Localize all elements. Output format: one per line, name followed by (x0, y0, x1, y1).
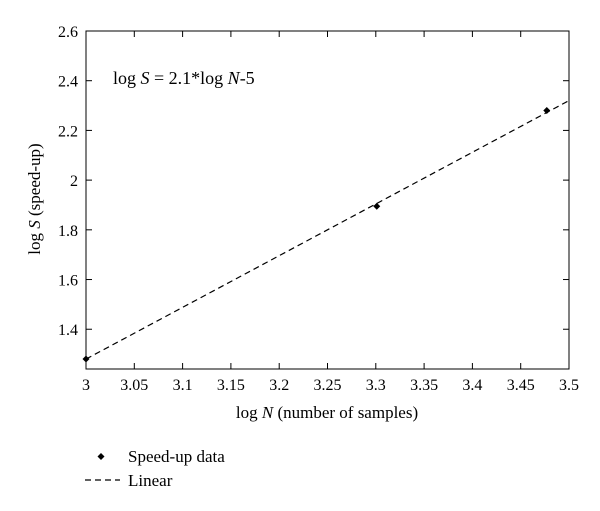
x-tick-label: 3.3 (366, 377, 386, 394)
series-layer (82, 100, 570, 363)
x-axis-label: log N (number of samples) (236, 403, 418, 422)
equation-annotation: log S = 2.1*log N-5 (113, 68, 255, 88)
x-tick-label: 3.5 (559, 377, 579, 394)
x-axis-ticks: 3 3.05 3.1 3.15 3.2 3.25 3.3 3.35 3.4 3.45 3.5 (82, 31, 579, 394)
speed-up-data-point (373, 202, 381, 210)
y-tick-label: 2 (70, 173, 78, 190)
legend-label-speed-up-data: Speed-up data (128, 447, 225, 466)
legend-item-linear: Linear (85, 471, 173, 490)
y-tick-label: 2.2 (58, 123, 78, 140)
y-axis-label: log S (speed-up) (25, 143, 44, 254)
y-tick-label: 1.4 (58, 322, 78, 339)
y-tick-label: 2.6 (58, 24, 78, 41)
speed-up-data-point (82, 355, 90, 363)
y-axis-ticks: 1.4 1.6 1.8 2 2.2 2.4 2.6 (58, 24, 569, 339)
x-tick-label: 3.35 (410, 377, 438, 394)
x-tick-label: 3.05 (120, 377, 148, 394)
x-tick-label: 3.1 (173, 377, 193, 394)
x-tick-label: 3.15 (217, 377, 245, 394)
x-tick-label: 3 (82, 377, 90, 394)
linear-fit-line (85, 100, 570, 360)
x-tick-label: 3.45 (507, 377, 535, 394)
x-tick-label: 3.2 (269, 377, 289, 394)
y-tick-label: 2.4 (58, 74, 78, 91)
speed-up-data-point (543, 107, 551, 115)
x-tick-label: 3.25 (314, 377, 342, 394)
legend-label-linear: Linear (128, 471, 173, 490)
y-tick-label: 1.6 (58, 273, 78, 290)
x-tick-label: 3.4 (462, 377, 482, 394)
legend: Speed-up data Linear (85, 447, 225, 490)
y-tick-label: 1.8 (58, 223, 78, 240)
legend-diamond-marker (97, 453, 105, 460)
legend-item-speed-up-data: Speed-up data (97, 447, 225, 466)
